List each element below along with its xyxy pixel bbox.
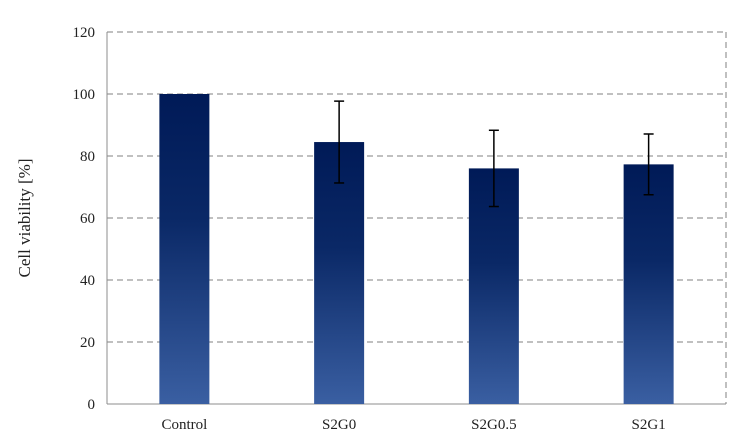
error-bar-S2G0 [334,100,345,184]
bars [159,94,674,405]
grid-lines [107,31,727,404]
y-tick-label-80: 80 [80,149,95,165]
bar-Control [159,94,210,404]
x-tick-label-S2G0: S2G0 [322,417,356,433]
y-tick-label-100: 100 [73,87,96,103]
error-bars [334,100,654,208]
error-bar-S2G0.5 [488,129,499,208]
error-bar-S2G1 [643,133,654,196]
x-tick-label-S2G1: S2G1 [632,417,666,433]
bar-S2G0.5 [468,168,519,404]
bar-S2G0 [314,142,365,405]
y-tick-label-120: 120 [73,25,96,41]
y-axis-title: Cell viability [%] [15,159,34,278]
x-tick-label-Control: Control [161,417,207,433]
bar-S2G1 [623,164,674,404]
axes [106,32,726,405]
x-tick-labels: Control S2G0 S2G0.5 S2G1 [161,417,665,433]
x-tick-label-S2G0.5: S2G0.5 [471,417,516,433]
y-tick-label-40: 40 [80,273,95,289]
y-tick-label-0: 0 [88,397,96,413]
y-tick-label-20: 20 [80,335,95,351]
y-tick-label-60: 60 [80,211,95,227]
y-tick-labels: 0 20 40 60 80 100 120 [73,25,96,413]
